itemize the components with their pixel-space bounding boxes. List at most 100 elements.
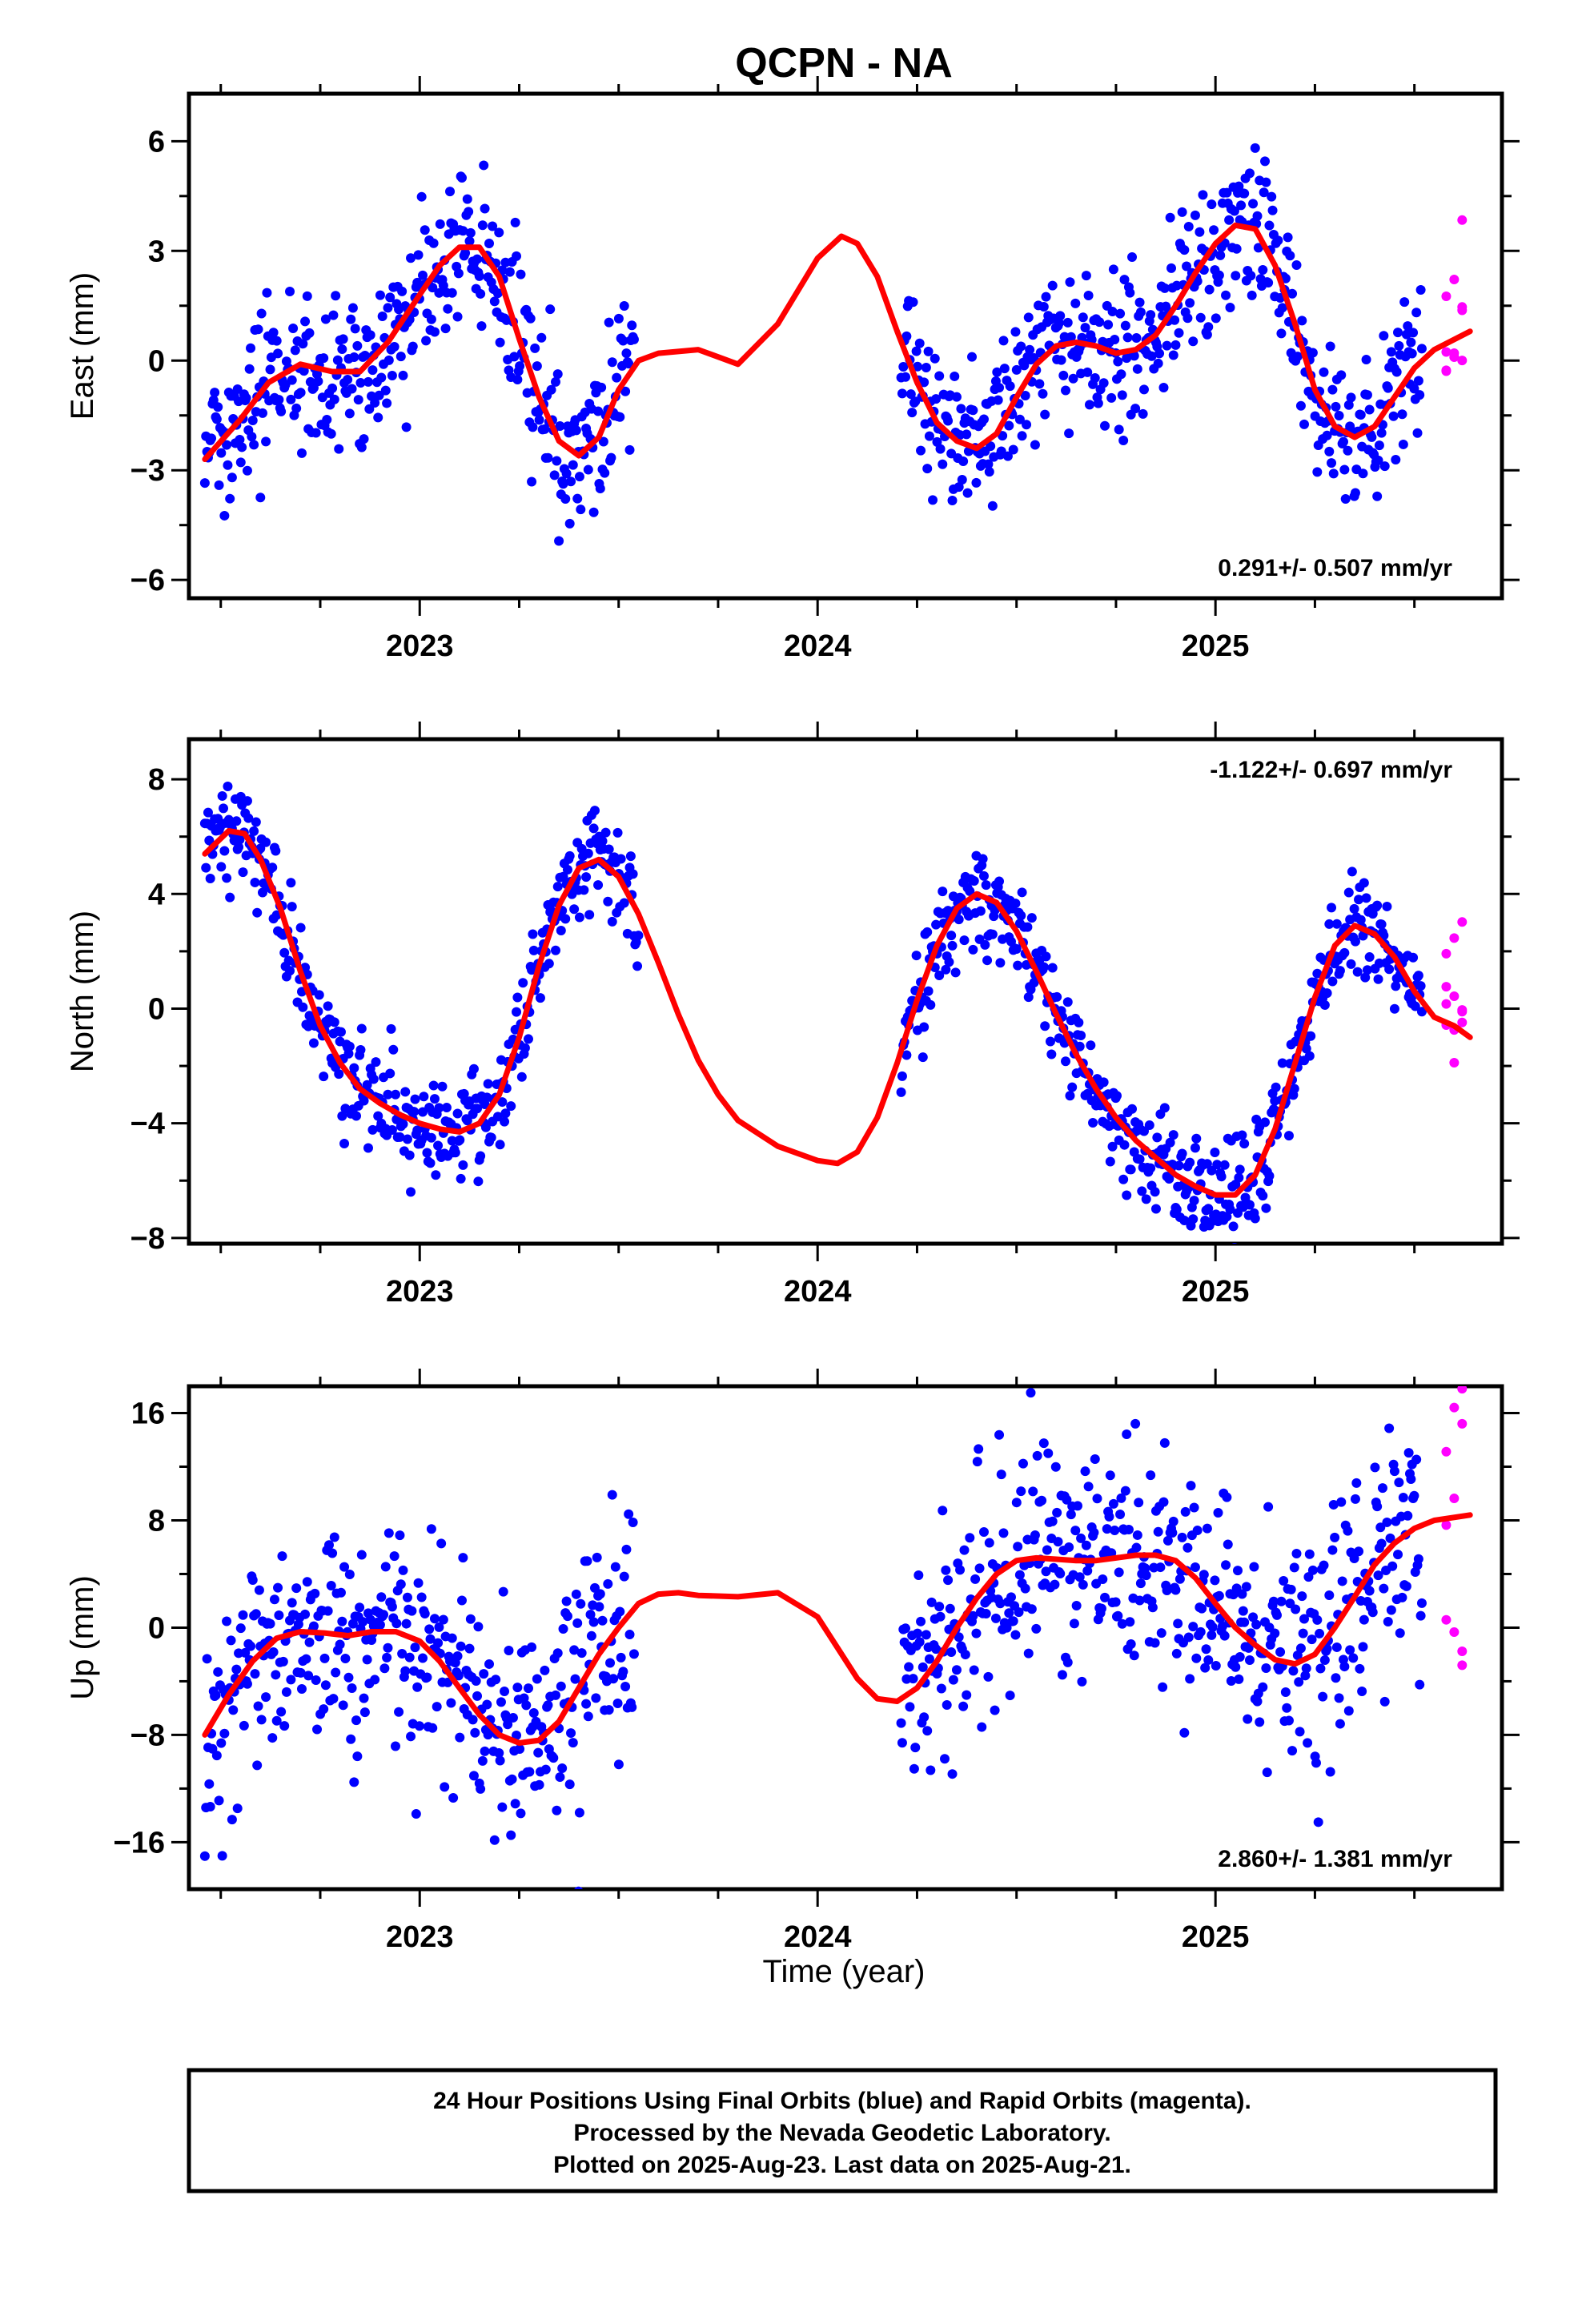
east-point [311, 428, 321, 438]
up-rapid-point [1441, 1614, 1452, 1625]
north-point [1013, 960, 1023, 971]
up-point [576, 1598, 586, 1609]
east-point [1025, 344, 1035, 355]
east-point [1244, 168, 1255, 179]
north-point [355, 1045, 366, 1055]
up-point [1141, 1570, 1151, 1581]
north-point [941, 964, 951, 975]
east-point [1386, 347, 1396, 357]
east-point [1202, 329, 1212, 340]
east-point [931, 394, 942, 404]
north-rate-label: -1.122+/- 0.697 mm/yr [1210, 757, 1452, 783]
up-point [387, 1602, 397, 1612]
north-x-tick-label: 2023 [386, 1275, 454, 1309]
up-point [1210, 1575, 1220, 1586]
up-point [1357, 1686, 1367, 1696]
north-point [334, 1069, 344, 1080]
up-point [1238, 1606, 1248, 1616]
up-point [1125, 1617, 1135, 1627]
up-point [1182, 1542, 1193, 1553]
up-point [1014, 1570, 1025, 1580]
east-point [1122, 332, 1133, 343]
east-rate-label: 0.291+/- 0.507 mm/yr [1218, 555, 1452, 581]
up-point [990, 1613, 1001, 1623]
up-rapid-point [1441, 1446, 1452, 1457]
east-point [1267, 191, 1277, 202]
up-point [914, 1637, 925, 1647]
up-point [576, 1648, 587, 1659]
east-point [380, 385, 391, 396]
north-point [1228, 1221, 1239, 1232]
up-point [959, 1545, 970, 1555]
east-point [568, 460, 578, 470]
up-point [568, 1738, 578, 1748]
up-point [480, 1746, 490, 1756]
east-point [504, 267, 515, 277]
east-point [923, 346, 934, 356]
north-point [1134, 1154, 1145, 1164]
east-x-tick-label: 2025 [1182, 629, 1250, 663]
north-point [1177, 1148, 1187, 1159]
up-point [627, 1702, 637, 1712]
north-point [1277, 1058, 1287, 1068]
up-point [1325, 1767, 1335, 1777]
up-point [390, 1741, 400, 1751]
east-point [328, 310, 339, 320]
up-point [1315, 1663, 1326, 1674]
up-point [347, 1683, 357, 1693]
east-point [1224, 215, 1235, 225]
east-point [1106, 392, 1117, 403]
north-point [359, 1096, 369, 1106]
up-point [1004, 1608, 1014, 1618]
east-point [474, 271, 484, 281]
east-point [494, 227, 504, 238]
east-point [901, 372, 911, 382]
north-point [242, 796, 252, 806]
up-point [1077, 1676, 1087, 1687]
north-point [419, 1092, 429, 1102]
up-x-tick-label: 2023 [386, 1920, 454, 1954]
up-point [1158, 1682, 1168, 1692]
east-point [265, 364, 275, 375]
up-point [1171, 1648, 1182, 1659]
north-point [1237, 1130, 1247, 1140]
north-x-tick-label: 2025 [1182, 1275, 1250, 1309]
up-point [621, 1544, 632, 1554]
east-point [235, 435, 245, 445]
up-point [1105, 1470, 1115, 1481]
east-point [287, 375, 297, 385]
up-point [936, 1683, 946, 1694]
up-point [420, 1609, 430, 1619]
up-point [276, 1707, 287, 1717]
up-point [1038, 1438, 1049, 1449]
up-point [235, 1623, 246, 1634]
up-point [1288, 1666, 1299, 1676]
up-point [1318, 1691, 1328, 1702]
east-point [1340, 493, 1351, 504]
up-panel: 2023 2024 2025 −16 −8 0 8 16 Up (mm) 2.860+/- 1.3… [65, 1369, 1520, 1954]
up-point [1146, 1470, 1156, 1481]
up-point [239, 1720, 249, 1731]
up-point [453, 1671, 464, 1681]
north-point [560, 914, 571, 924]
up-point [1203, 1655, 1214, 1665]
up-point [1383, 1617, 1393, 1627]
up-point [228, 1705, 239, 1715]
up-point [624, 1509, 634, 1519]
east-point [1409, 384, 1419, 394]
north-point [287, 902, 297, 912]
up-point [1211, 1661, 1221, 1671]
east-point [456, 172, 467, 183]
north-point [412, 1125, 423, 1136]
north-point [351, 1111, 362, 1121]
east-point [255, 493, 266, 503]
east-point [253, 324, 263, 335]
east-point [302, 291, 312, 301]
up-point [295, 1667, 306, 1678]
east-point [207, 433, 217, 444]
north-point [437, 1081, 448, 1092]
north-point [261, 837, 271, 847]
east-point [1132, 364, 1142, 374]
east-point [515, 361, 525, 372]
east-point [1203, 322, 1214, 332]
